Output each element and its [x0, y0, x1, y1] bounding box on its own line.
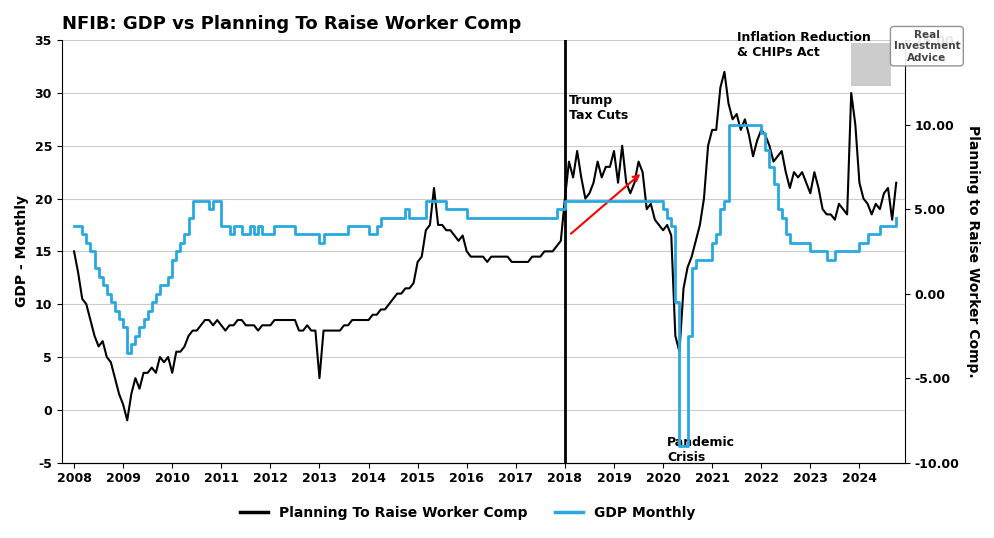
Text: Real
Investment
Advice: Real Investment Advice: [893, 30, 959, 63]
Y-axis label: Planning to Raise Worker Comp.: Planning to Raise Worker Comp.: [965, 125, 979, 378]
Y-axis label: GDP - Monthly: GDP - Monthly: [15, 195, 29, 307]
Legend: Planning To Raise Worker Comp, GDP Monthly: Planning To Raise Worker Comp, GDP Month…: [235, 500, 700, 526]
Text: Trump
Tax Cuts: Trump Tax Cuts: [569, 94, 627, 122]
Text: Inflation Reduction
& CHIPs Act: Inflation Reduction & CHIPs Act: [736, 31, 870, 59]
Text: NFIB: GDP vs Planning To Raise Worker Comp: NFIB: GDP vs Planning To Raise Worker Co…: [62, 15, 521, 33]
Text: Pandemic
Crisis: Pandemic Crisis: [666, 435, 735, 464]
